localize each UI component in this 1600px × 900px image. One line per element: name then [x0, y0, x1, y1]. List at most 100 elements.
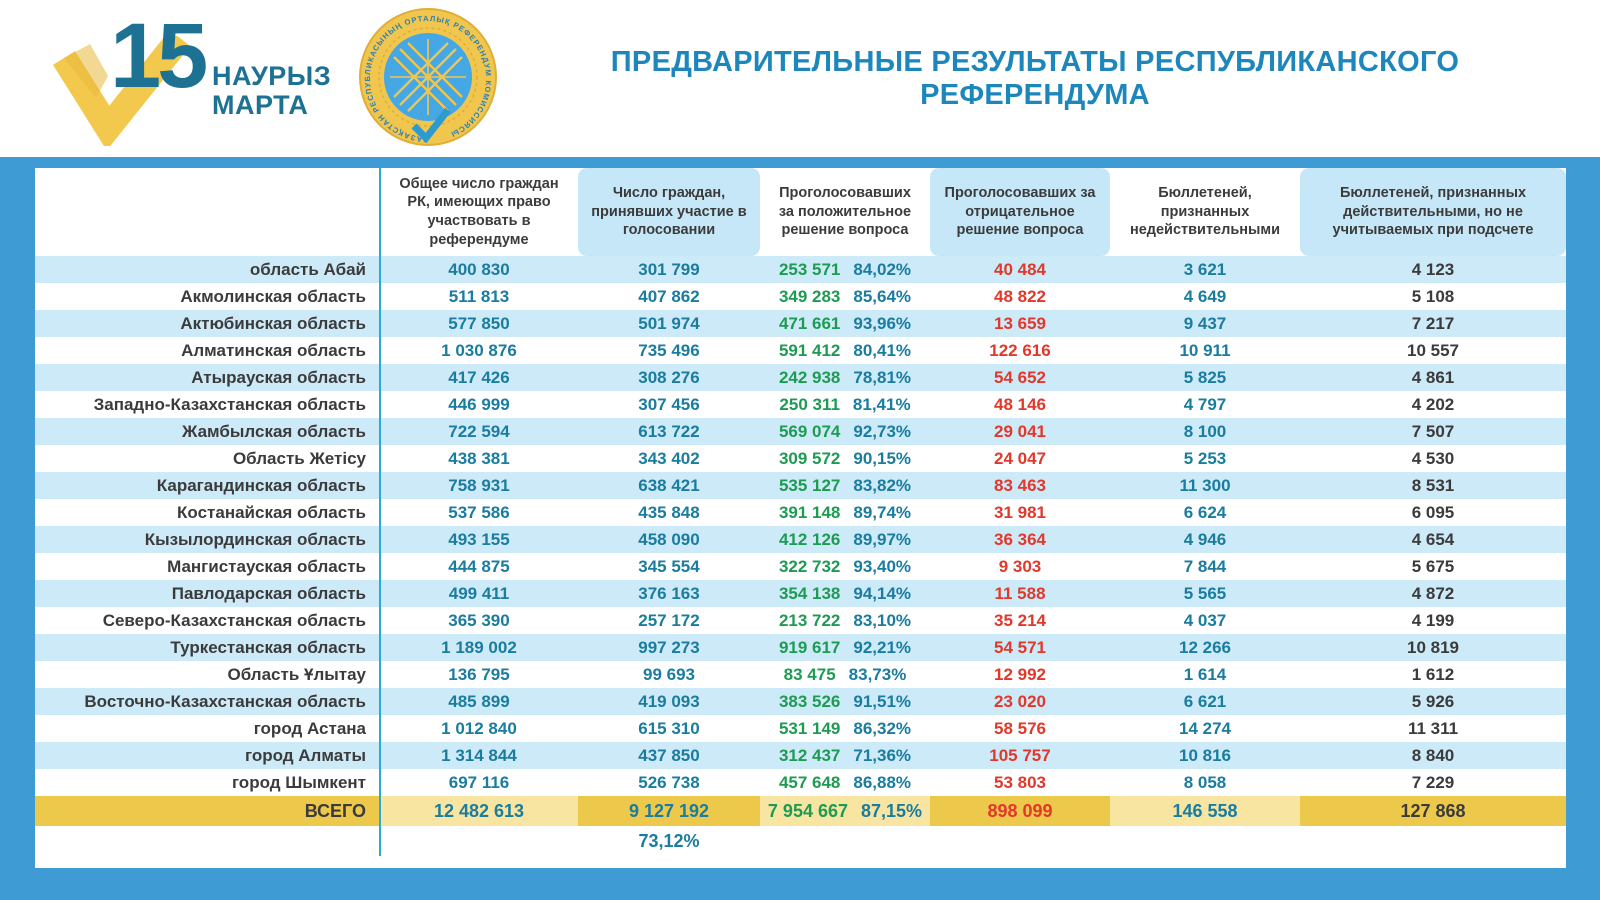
cell-invalid: 10 911: [1179, 340, 1231, 360]
turnout-row: 73,12%: [35, 826, 1566, 856]
table-row: город Шымкент 697 116 526 738 457 648 86,88%…: [35, 769, 1566, 796]
cell-participated: 307 456: [638, 394, 700, 414]
central-referendum-commission-seal: ҚАЗАҚСТАН РЕСПУБЛИКАСЫНЫҢ ОРТАЛЫҚ РЕФЕРЕ…: [359, 8, 497, 146]
cell-eligible: 1 189 002: [441, 637, 517, 657]
total-yes-cell: 7 954 667 87,15%: [760, 796, 930, 826]
cell-valid-not-counted: 4 654: [1411, 529, 1455, 549]
cell-invalid: 4 037: [1183, 610, 1227, 630]
date-logo: 15 НАУРЫЗ МАРТА: [52, 5, 342, 146]
cell-yes: 253 571 84,02%: [760, 256, 930, 283]
table-row: город Алматы 1 314 844 437 850 312 437 71,36…: [35, 742, 1566, 769]
region-name: Восточно-Казахстанская область: [84, 691, 366, 711]
cell-yes: 919 617 92,21%: [760, 634, 930, 661]
table-row: Северо-Казахстанская область 365 390 257 1…: [35, 607, 1566, 634]
header-yes-votes: Проголосовавших за положительное решение…: [778, 185, 912, 239]
table-row: Актюбинская область 577 850 501 974 471 661…: [35, 310, 1566, 337]
yes-percent: 86,32%: [853, 718, 912, 738]
yes-count: 531 149: [778, 718, 841, 738]
cell-invalid: 12 266: [1179, 637, 1231, 657]
cell-yes: 457 648 86,88%: [760, 769, 930, 796]
region-name: город Алматы: [244, 745, 366, 765]
yes-count: 253 571: [778, 259, 841, 279]
yes-percent: 83,82%: [853, 475, 912, 495]
cell-valid-not-counted: 10 557: [1407, 340, 1459, 360]
cell-no: 122 616: [989, 340, 1051, 360]
cell-participated: 437 850: [638, 745, 700, 765]
cell-invalid: 10 816: [1179, 745, 1231, 765]
yes-percent: 71,36%: [853, 745, 912, 765]
cell-eligible: 136 795: [448, 664, 510, 684]
table-row: Костанайская область 537 586 435 848 391 14…: [35, 499, 1566, 526]
region-name: Северо-Казахстанская область: [102, 610, 366, 630]
cell-no: 48 822: [994, 286, 1046, 306]
logo-month-text: НАУРЫЗ МАРТА: [212, 62, 331, 120]
cell-valid-not-counted: 4 861: [1411, 367, 1455, 387]
yes-percent: 85,64%: [853, 286, 912, 306]
header-no-votes: Проголосовавших за отрицательное решение…: [930, 168, 1110, 256]
table-row: Алматинская область 1 030 876 735 496 591 4…: [35, 337, 1566, 364]
yes-percent: 94,14%: [853, 583, 912, 603]
table-row: Кызылординская область 493 155 458 090 412 …: [35, 526, 1566, 553]
results-table: Общее число граждан РК, имеющих право уч…: [35, 168, 1566, 868]
header-eligible: Общее число граждан РК, имеющих право уч…: [399, 175, 559, 248]
cell-eligible: 537 586: [448, 502, 510, 522]
cell-yes: 322 732 93,40%: [760, 553, 930, 580]
yellow-check-icon: [52, 36, 191, 146]
cell-yes: 213 722 83,10%: [760, 607, 930, 634]
cell-valid-not-counted: 8 531: [1411, 475, 1455, 495]
region-name: Область Ұлытау: [227, 664, 366, 684]
region-name: Карагандинская область: [156, 475, 366, 495]
yes-percent: 83,10%: [853, 610, 912, 630]
cell-valid-not-counted: 5 926: [1411, 691, 1455, 711]
cell-yes: 312 437 71,36%: [760, 742, 930, 769]
cell-yes: 349 283 85,64%: [760, 283, 930, 310]
cell-valid-not-counted: 4 872: [1411, 583, 1455, 603]
yes-count: 919 617: [778, 637, 841, 657]
region-name: Акмолинская область: [180, 286, 366, 306]
total-participated: 9 127 192: [578, 796, 760, 826]
region-name: Туркестанская область: [170, 637, 366, 657]
yes-count: 242 938: [778, 367, 841, 387]
cell-eligible: 511 813: [448, 286, 510, 306]
region-name: Павлодарская область: [171, 583, 366, 603]
cell-valid-not-counted: 4 199: [1411, 610, 1455, 630]
table-row: Акмолинская область 511 813 407 862 349 283…: [35, 283, 1566, 310]
table-row: Мангистауская область 444 875 345 554 322 7…: [35, 553, 1566, 580]
cell-yes: 83 475 83,73%: [760, 661, 930, 688]
total-yes-count: 7 954 667: [767, 800, 848, 821]
cell-participated: 308 276: [638, 367, 700, 387]
yes-count: 83 475: [783, 664, 836, 684]
cell-invalid: 5 565: [1183, 583, 1227, 603]
yes-count: 457 648: [778, 772, 841, 792]
table-row: Западно-Казахстанская область 446 999 307 …: [35, 391, 1566, 418]
yes-percent: 90,15%: [853, 448, 912, 468]
cell-invalid: 7 844: [1183, 556, 1227, 576]
yes-percent: 84,02%: [853, 259, 912, 279]
total-yes-percent: 87,15%: [861, 800, 923, 821]
cell-valid-not-counted: 4 202: [1411, 394, 1455, 414]
cell-eligible: 438 381: [448, 448, 510, 468]
cell-participated: 345 554: [638, 556, 700, 576]
table-row: область Абай 400 830 301 799 253 571 84,02% 4…: [35, 256, 1566, 283]
cell-invalid: 8 100: [1183, 421, 1227, 441]
cell-invalid: 3 621: [1183, 259, 1227, 279]
region-name: Область Жетісу: [232, 448, 366, 468]
region-name: Актюбинская область: [180, 313, 366, 333]
cell-eligible: 758 931: [448, 475, 510, 495]
cell-yes: 250 311 81,41%: [760, 391, 930, 418]
cell-no: 40 484: [994, 259, 1046, 279]
cell-participated: 501 974: [638, 313, 700, 333]
cell-eligible: 493 155: [448, 529, 510, 549]
cell-participated: 735 496: [638, 340, 700, 360]
region-name: область Абай: [249, 259, 366, 279]
cell-no: 58 576: [994, 718, 1046, 738]
cell-eligible: 444 875: [448, 556, 510, 576]
cell-valid-not-counted: 1 612: [1411, 664, 1455, 684]
yes-count: 250 311: [779, 394, 840, 414]
total-valid-not-counted: 127 868: [1300, 796, 1566, 826]
yes-count: 569 074: [778, 421, 841, 441]
cell-valid-not-counted: 6 095: [1411, 502, 1455, 522]
cell-valid-not-counted: 7 507: [1411, 421, 1455, 441]
cell-participated: 419 093: [638, 691, 700, 711]
table-row: Область Ұлытау 136 795 99 693 83 475 83,73% 1…: [35, 661, 1566, 688]
